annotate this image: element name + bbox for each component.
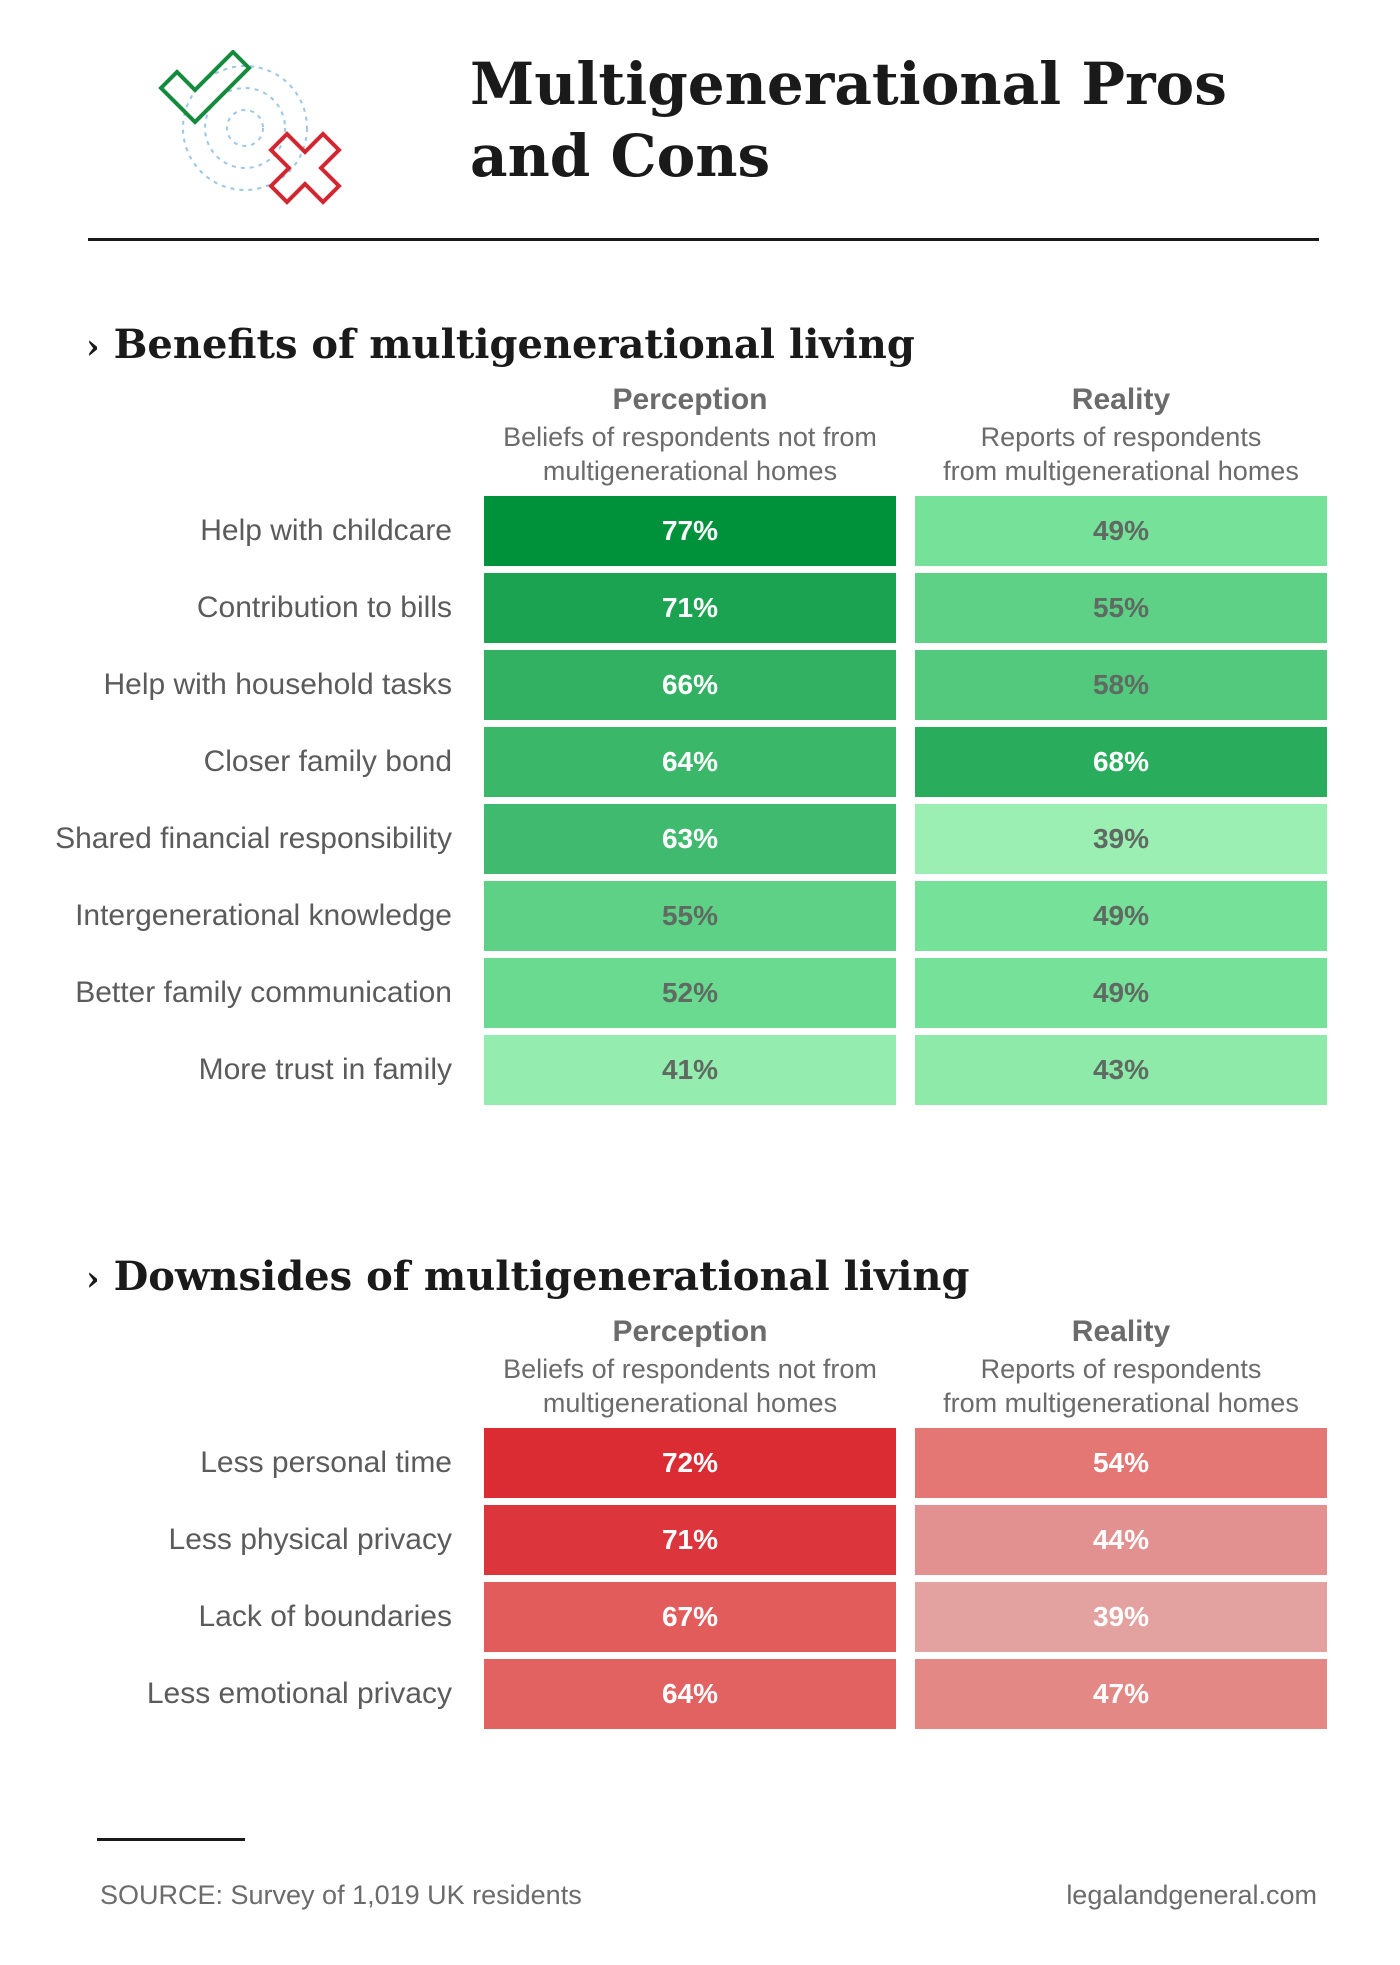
table-row: Less physical privacy 71% 44% [0, 1505, 1400, 1575]
table-row: Better family communication 52% 49% [0, 958, 1400, 1028]
reality-column-header: Reality Reports of respondents from mult… [915, 380, 1327, 488]
reality-value-cell: 49% [915, 958, 1327, 1028]
footer-divider [97, 1838, 245, 1841]
perception-column-header: Perception Beliefs of respondents not fr… [484, 380, 896, 488]
downsides-heading-text: Downsides of multigenerational living [113, 1253, 970, 1300]
table-row: Closer family bond 64% 68% [0, 727, 1400, 797]
reality-column-title: Reality [1071, 1315, 1171, 1348]
perception-column-subtitle-1: Beliefs of respondents not from [503, 1354, 877, 1384]
row-label: Better family communication [75, 976, 452, 1009]
perception-column-subtitle-2: multigenerational homes [542, 1388, 838, 1418]
site-link[interactable]: legalandgeneral.com [1066, 1880, 1317, 1910]
pros-cons-logo-icon [158, 50, 342, 205]
reality-value-cell: 49% [915, 496, 1327, 566]
title-divider [88, 238, 1319, 241]
row-label: Less emotional privacy [146, 1677, 452, 1710]
title-line-2: and Cons [470, 122, 771, 190]
perception-value-cell: 71% [484, 1505, 896, 1575]
row-label: Closer family bond [203, 745, 452, 778]
reality-value-cell: 39% [915, 1582, 1327, 1652]
benefits-heading-text: Benefits of multigenerational living [113, 321, 915, 368]
reality-value-cell: 49% [915, 881, 1327, 951]
reality-value-cell: 68% [915, 727, 1327, 797]
table-row: Less personal time 72% 54% [0, 1428, 1400, 1498]
perception-column-subtitle-1: Beliefs of respondents not from [503, 422, 877, 452]
page-title: Multigenerational Pros and Cons [470, 48, 1270, 192]
reality-column-subtitle-2: from multigenerational homes [943, 1388, 1299, 1418]
check-mark-icon [158, 50, 252, 125]
perception-value-cell: 72% [484, 1428, 896, 1498]
row-label: Help with childcare [200, 514, 452, 547]
reality-value-cell: 55% [915, 573, 1327, 643]
table-row: Help with household tasks 66% 58% [0, 650, 1400, 720]
perception-value-cell: 52% [484, 958, 896, 1028]
row-label: Lack of boundaries [198, 1600, 452, 1633]
row-label: Less personal time [200, 1446, 452, 1479]
row-label: Less physical privacy [168, 1523, 452, 1556]
perception-value-cell: 64% [484, 727, 896, 797]
perception-value-cell: 63% [484, 804, 896, 874]
table-row: Contribution to bills 71% 55% [0, 573, 1400, 643]
row-label: Shared financial responsibility [55, 822, 452, 855]
source-note: SOURCE: Survey of 1,019 UK residents [100, 1880, 582, 1910]
title-line-1: Multigenerational Pros [470, 50, 1227, 118]
perception-column-title: Perception [612, 383, 768, 416]
reality-value-cell: 47% [915, 1659, 1327, 1729]
table-row: Intergenerational knowledge 55% 49% [0, 881, 1400, 951]
reality-column-subtitle-1: Reports of respondents [980, 1354, 1262, 1384]
reality-column-subtitle-2: from multigenerational homes [943, 456, 1299, 486]
chevron-right-icon: › [86, 1259, 100, 1299]
perception-value-cell: 55% [484, 881, 896, 951]
reality-value-cell: 58% [915, 650, 1327, 720]
perception-value-cell: 64% [484, 1659, 896, 1729]
table-row: Lack of boundaries 67% 39% [0, 1582, 1400, 1652]
cross-mark-icon [268, 131, 342, 205]
downsides-section: › Downsides of multigenerational living P… [0, 1252, 1400, 1772]
perception-value-cell: 66% [484, 650, 896, 720]
perception-column-title: Perception [612, 1315, 768, 1348]
reality-value-cell: 39% [915, 804, 1327, 874]
table-row: Shared financial responsibility 63% 39% [0, 804, 1400, 874]
table-row: More trust in family 41% 43% [0, 1035, 1400, 1105]
reality-column-title: Reality [1071, 383, 1171, 416]
row-label: More trust in family [198, 1053, 452, 1086]
table-row: Help with childcare 77% 49% [0, 496, 1400, 566]
row-label: Intergenerational knowledge [75, 899, 452, 932]
chevron-right-icon: › [86, 327, 100, 367]
perception-column-header: Perception Beliefs of respondents not fr… [484, 1312, 896, 1420]
perception-value-cell: 77% [484, 496, 896, 566]
benefits-heading: › Benefits of multigenerational living [86, 320, 915, 372]
downsides-heading: › Downsides of multigenerational living [86, 1252, 969, 1304]
perception-column-subtitle-2: multigenerational homes [542, 456, 838, 486]
reality-column-header: Reality Reports of respondents from mult… [915, 1312, 1327, 1420]
row-label: Contribution to bills [196, 591, 452, 624]
row-label: Help with household tasks [103, 668, 452, 701]
table-row: Less emotional privacy 64% 47% [0, 1659, 1400, 1729]
reality-column-subtitle-1: Reports of respondents [980, 422, 1262, 452]
reality-value-cell: 44% [915, 1505, 1327, 1575]
perception-value-cell: 71% [484, 573, 896, 643]
perception-value-cell: 41% [484, 1035, 896, 1105]
reality-value-cell: 54% [915, 1428, 1327, 1498]
benefits-section: › Benefits of multigenerational living Pe… [0, 320, 1400, 1120]
reality-value-cell: 43% [915, 1035, 1327, 1105]
perception-value-cell: 67% [484, 1582, 896, 1652]
